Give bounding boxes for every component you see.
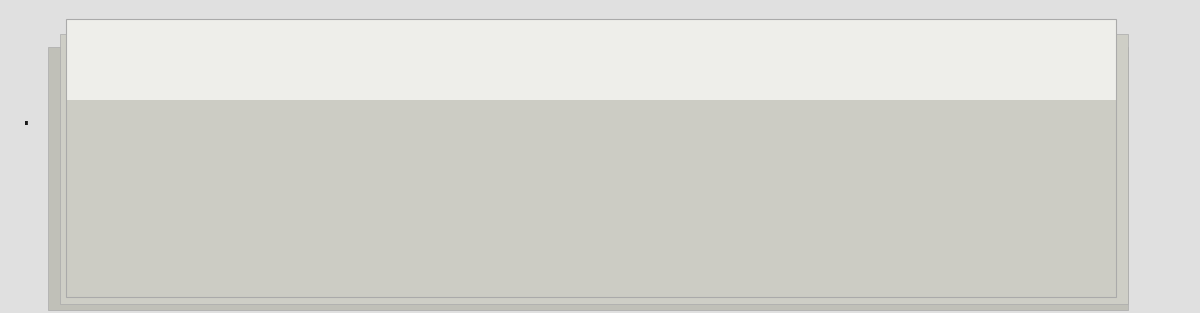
Text: NaBr: NaBr [438, 115, 493, 135]
Text: ·: · [22, 111, 30, 139]
Text: Br: Br [886, 115, 910, 135]
Text: +: + [814, 215, 833, 235]
Text: 2: 2 [905, 247, 914, 260]
Text: 22.: 22. [108, 215, 143, 235]
Text: +: + [382, 215, 401, 235]
Text: →: → [596, 215, 616, 235]
Text: Cl: Cl [240, 115, 262, 135]
Text: NaOH: NaOH [240, 215, 305, 235]
Text: +: + [814, 115, 833, 135]
Text: 2: 2 [918, 146, 928, 160]
Text: O: O [917, 215, 935, 235]
Text: Balance the following chemical equation.: Balance the following chemical equation. [108, 38, 524, 56]
Text: 2: 2 [280, 146, 289, 160]
Text: NaCl: NaCl [682, 115, 733, 135]
Text: NaCl: NaCl [682, 215, 733, 235]
Text: 21.: 21. [108, 115, 143, 135]
Text: H: H [886, 215, 902, 235]
Text: →: → [596, 115, 616, 135]
Text: +: + [354, 115, 373, 135]
Text: HCl: HCl [450, 215, 488, 235]
